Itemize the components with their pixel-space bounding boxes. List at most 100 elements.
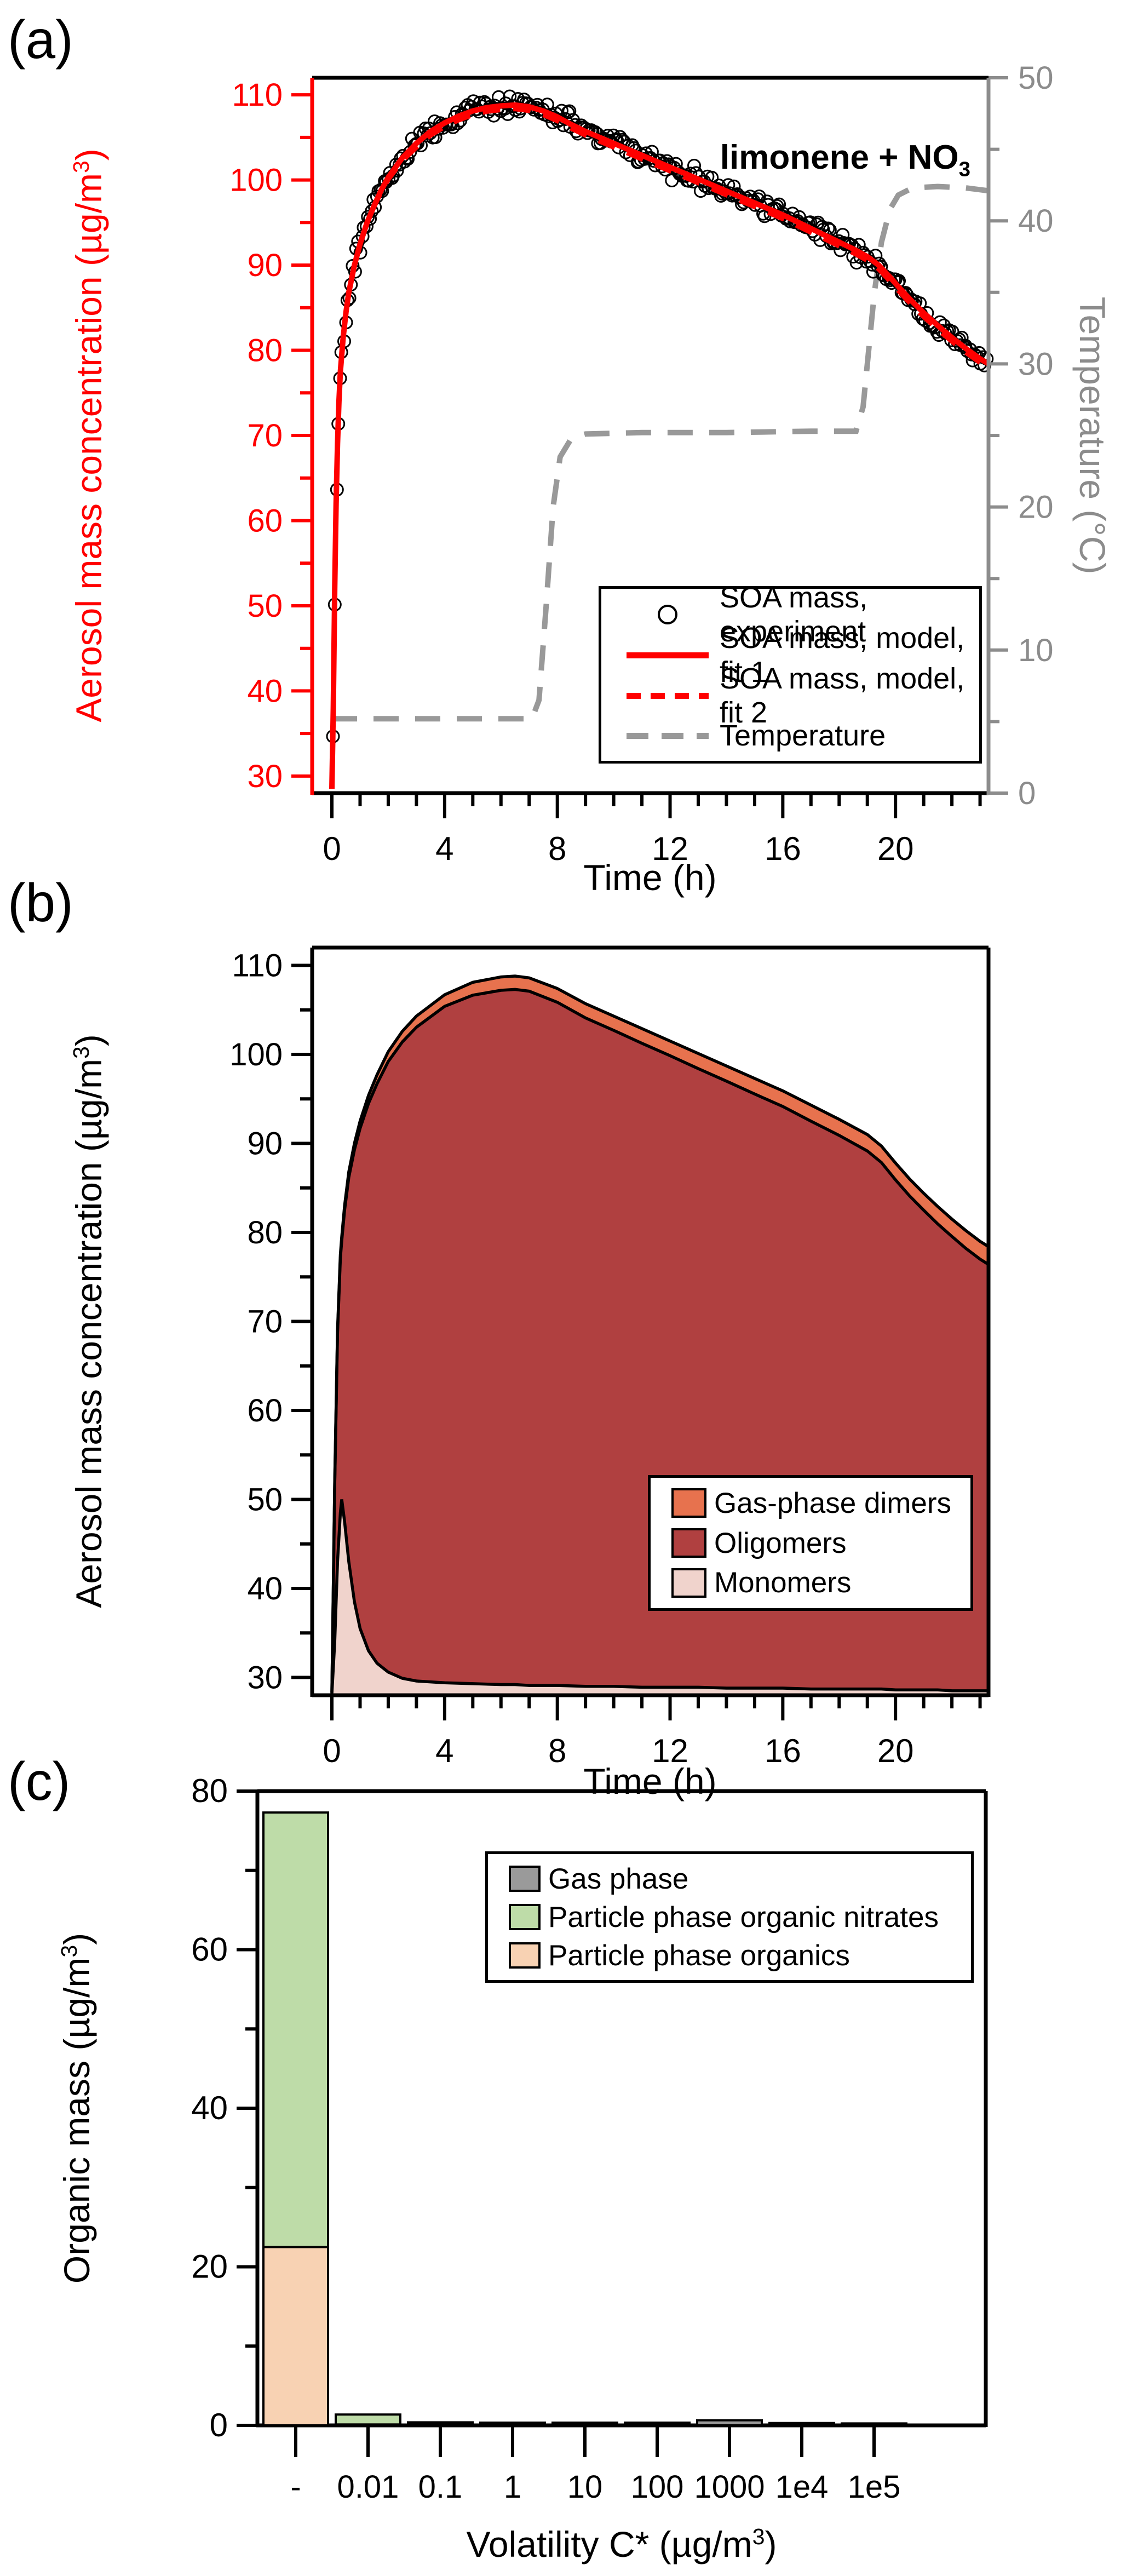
legend-label: Gas phase bbox=[548, 1862, 689, 1895]
svg-text:80: 80 bbox=[247, 333, 283, 369]
color-swatch-icon bbox=[501, 1866, 548, 1892]
svg-text:40: 40 bbox=[247, 1571, 283, 1607]
svg-text:40: 40 bbox=[191, 2090, 228, 2126]
panel-c-letter: (c) bbox=[8, 1751, 71, 1811]
panel-c-y-title: Organic mass (µg/m3) bbox=[56, 1932, 97, 2284]
svg-text:60: 60 bbox=[247, 503, 283, 538]
legend-label: Gas-phase dimers bbox=[714, 1487, 952, 1519]
svg-text:110: 110 bbox=[232, 948, 283, 984]
svg-text:90: 90 bbox=[247, 1126, 283, 1162]
svg-text:20: 20 bbox=[877, 830, 914, 867]
panel-b-legend: Gas-phase dimers Oligomers Monomers bbox=[648, 1475, 973, 1611]
svg-text:100: 100 bbox=[229, 163, 283, 198]
svg-text:4: 4 bbox=[435, 1732, 453, 1769]
total-outline bbox=[330, 974, 990, 1693]
panel-b-y-title: Aerosol mass concentration (µg/m3) bbox=[68, 1034, 109, 1608]
color-swatch-icon bbox=[501, 1942, 548, 1969]
legend-item: SOA mass, model, fit 2 bbox=[616, 662, 965, 729]
bar-segment bbox=[768, 2422, 835, 2426]
svg-text:90: 90 bbox=[247, 248, 283, 283]
svg-text:10: 10 bbox=[567, 2469, 603, 2505]
color-swatch-icon bbox=[664, 1488, 714, 1518]
svg-text:16: 16 bbox=[765, 1732, 801, 1769]
legend-label: SOA mass, experiment bbox=[720, 581, 868, 648]
panel-a-x-title: Time (h) bbox=[583, 857, 717, 898]
svg-text:12: 12 bbox=[652, 830, 688, 867]
annotation-subscript: 3 bbox=[958, 157, 970, 181]
svg-text:70: 70 bbox=[247, 1304, 283, 1340]
legend-item: Gas phase bbox=[501, 1860, 958, 1898]
dashed-line-icon bbox=[616, 732, 720, 739]
legend-label: Temperature bbox=[720, 719, 886, 752]
svg-text:0: 0 bbox=[1018, 776, 1036, 811]
svg-text:80: 80 bbox=[247, 1215, 283, 1250]
svg-text:30: 30 bbox=[1018, 346, 1054, 382]
svg-text:0: 0 bbox=[323, 1732, 341, 1769]
monomers-outline bbox=[330, 1499, 989, 1694]
svg-text:20: 20 bbox=[877, 1732, 914, 1769]
panel-a-plot: 30 40 50 60 70 80 90 100 110 0 10 20 30 40 50 0 4 8 12 16 20 bbox=[229, 60, 1053, 867]
svg-text:8: 8 bbox=[548, 830, 566, 867]
panel-b-x-title: Time (h) bbox=[583, 1761, 717, 1802]
panel-b-letter: (b) bbox=[8, 873, 73, 933]
bar-segment bbox=[262, 2246, 329, 2426]
legend-item: Particle phase organic nitrates bbox=[501, 1898, 958, 1936]
panel-a-letter: (a) bbox=[8, 9, 73, 70]
svg-text:70: 70 bbox=[247, 418, 283, 454]
bar-segment bbox=[335, 2413, 401, 2426]
legend-item: SOA mass, model, fit 1 bbox=[616, 622, 965, 689]
svg-text:30: 30 bbox=[247, 759, 283, 794]
svg-text:1e5: 1e5 bbox=[848, 2469, 901, 2505]
svg-text:0: 0 bbox=[210, 2407, 228, 2443]
bar-segment bbox=[262, 1811, 329, 2248]
svg-text:-: - bbox=[290, 2469, 301, 2505]
svg-text:50: 50 bbox=[247, 1482, 283, 1518]
bar-segment bbox=[479, 2422, 546, 2425]
svg-text:60: 60 bbox=[247, 1393, 283, 1428]
panel-c-plot: 0 20 40 60 80 - 0.01 0.1 1 10 100 1000 1e4 1e5 bbox=[191, 1772, 988, 2505]
legend-item: Monomers bbox=[664, 1563, 957, 1603]
legend-item: SOA mass, experiment bbox=[616, 581, 965, 648]
svg-text:30: 30 bbox=[247, 1660, 283, 1696]
svg-text:12: 12 bbox=[652, 1732, 688, 1769]
panel-b-plot: 30 40 50 60 70 80 90 100 110 0 4 8 12 16 20 bbox=[229, 945, 991, 1769]
legend-label: Monomers bbox=[714, 1567, 852, 1599]
legend-label: Particle phase organic nitrates bbox=[548, 1901, 939, 1934]
bar-segment bbox=[407, 2421, 474, 2425]
svg-text:16: 16 bbox=[765, 830, 801, 867]
svg-text:1: 1 bbox=[504, 2469, 521, 2505]
color-swatch-icon bbox=[664, 1528, 714, 1558]
solid-line-icon bbox=[616, 652, 720, 658]
legend-label: Oligomers bbox=[714, 1527, 847, 1559]
panel-c-x-title: Volatility C* (µg/m3) bbox=[466, 2524, 777, 2564]
svg-text:1e4: 1e4 bbox=[775, 2469, 829, 2505]
svg-text:80: 80 bbox=[191, 1772, 228, 1809]
color-swatch-icon bbox=[664, 1568, 714, 1598]
svg-text:50: 50 bbox=[247, 588, 283, 624]
temperature-curve bbox=[332, 183, 989, 722]
bar-segment bbox=[696, 2419, 763, 2426]
legend-label: SOA mass, model, fit 1 bbox=[720, 622, 965, 689]
svg-text:0: 0 bbox=[323, 830, 341, 867]
panel-a-y-left-title: Aerosol mass concentration (µg/m3) bbox=[68, 148, 109, 722]
legend-item: Particle phase organics bbox=[501, 1936, 958, 1975]
panel-c-legend: Gas phase Particle phase organic nitrates… bbox=[485, 1851, 974, 1983]
legend-item: Temperature bbox=[616, 716, 965, 755]
model-fit1-curve bbox=[329, 102, 990, 789]
svg-text:110: 110 bbox=[232, 77, 283, 113]
svg-text:0.01: 0.01 bbox=[337, 2469, 399, 2505]
svg-text:1000: 1000 bbox=[694, 2469, 765, 2505]
legend-label: SOA mass, model, fit 2 bbox=[720, 662, 965, 729]
svg-text:0.1: 0.1 bbox=[418, 2469, 463, 2505]
panel-a-annotation: limonene + NO3 bbox=[478, 138, 970, 181]
bar-segment bbox=[551, 2422, 618, 2425]
svg-text:10: 10 bbox=[1018, 633, 1054, 668]
dashed-line-icon bbox=[616, 692, 720, 699]
svg-text:20: 20 bbox=[1018, 490, 1054, 525]
svg-text:100: 100 bbox=[229, 1037, 283, 1072]
open-circle-icon bbox=[616, 605, 720, 624]
legend-item: Gas-phase dimers bbox=[664, 1483, 957, 1523]
bar-segment bbox=[624, 2422, 691, 2425]
